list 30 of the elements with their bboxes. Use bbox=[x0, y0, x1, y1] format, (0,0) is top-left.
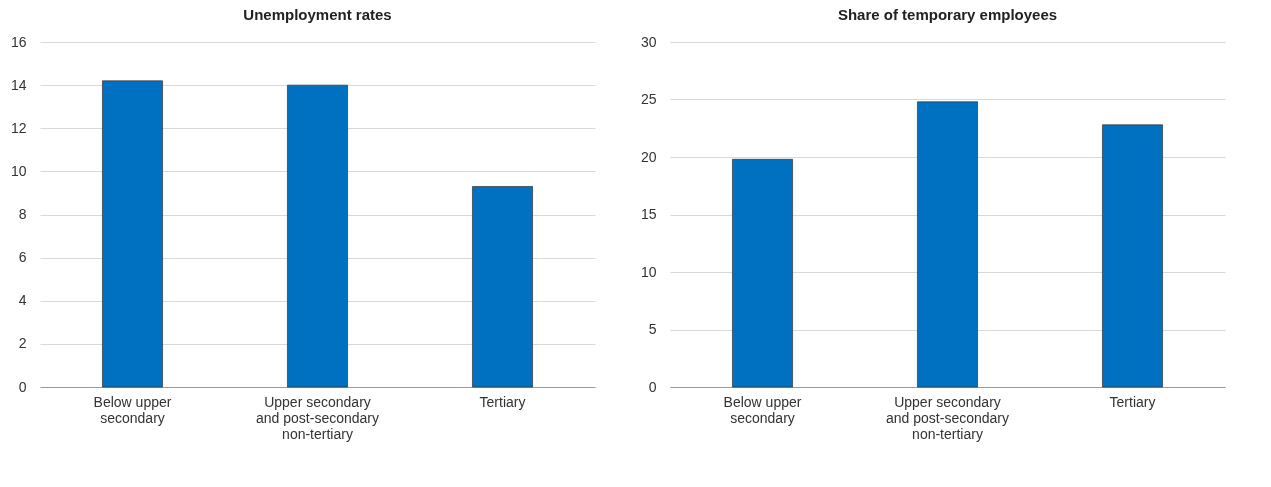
y-tick-label: 5 bbox=[648, 321, 657, 337]
bar bbox=[102, 80, 163, 388]
bar bbox=[472, 186, 533, 388]
y-tick-label: 25 bbox=[640, 91, 657, 107]
bar bbox=[917, 101, 978, 388]
x-tick-label: Upper secondary and post-secondary non-tertiary bbox=[256, 393, 379, 442]
chart-title: Share of temporary employees bbox=[837, 6, 1058, 23]
y-tick-label: 16 bbox=[10, 33, 27, 50]
x-tick-label: Upper secondary and post-secondary non-tertiary bbox=[886, 393, 1009, 442]
y-tick-label: 12 bbox=[10, 119, 27, 136]
bar bbox=[287, 84, 348, 388]
y-tick-label: 14 bbox=[10, 76, 27, 93]
y-tick-label: 20 bbox=[640, 148, 657, 165]
x-tick-label: Tertiary bbox=[479, 393, 526, 410]
chart-title: Unemployment rates bbox=[243, 6, 392, 23]
x-tick-label: Tertiary bbox=[1109, 393, 1156, 410]
y-tick-label: 30 bbox=[640, 33, 657, 50]
bar bbox=[1102, 124, 1163, 388]
x-tick-label: Below upper secondary bbox=[93, 393, 172, 426]
y-tick-label: 0 bbox=[18, 378, 27, 395]
y-tick-label: 0 bbox=[648, 378, 657, 395]
y-tick-label: 15 bbox=[640, 206, 657, 222]
y-tick-label: 2 bbox=[18, 335, 27, 352]
y-tick-label: 8 bbox=[18, 206, 27, 222]
bar bbox=[732, 158, 793, 388]
x-tick-label: Below upper secondary bbox=[723, 393, 802, 426]
y-tick-label: 6 bbox=[18, 249, 27, 266]
y-tick-label: 4 bbox=[18, 292, 27, 309]
y-tick-label: 10 bbox=[10, 162, 27, 179]
y-tick-label: 10 bbox=[640, 263, 657, 280]
